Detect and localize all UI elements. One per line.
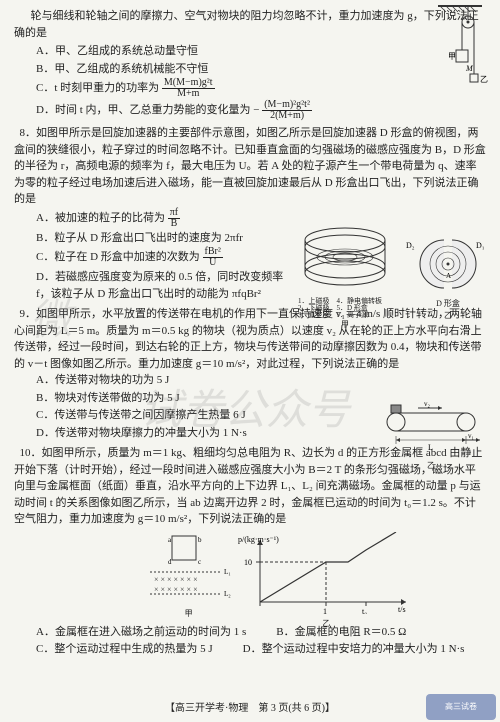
svg-text:v₂: v₂ [424,400,431,408]
q7-opt-c: C．t 时刻甲重力的功率为 M(M−m)g²tM+m [36,78,486,99]
svg-text:1: 1 [323,607,327,614]
q7-opt-a: A．甲、乙组成的系统总动量守恒 [36,43,486,60]
svg-text:10: 10 [244,558,252,567]
figure-cyclotron-3d: 1．上磁极 4．静电偏转板 2．下磁极 5．D 形盒 3．真空室 7．离子源 甲 [290,222,400,312]
corner-badge: 高三试卷 [426,694,496,720]
q8-opt-a: A．被加速的粒子的比荷为 πfB [36,208,294,229]
figure-frame: a b d c L₁ L₂ × × × × × × × × × × × × × … [144,532,234,612]
figure-pulley: 甲 M 乙 [428,2,488,92]
svg-text:L₁: L₁ [224,568,231,576]
figure-momentum-plot: p/(kg·m·s⁻¹) t/s 10 1 t₀ 乙 [236,532,416,622]
svg-text:D₂: D₂ [406,241,415,250]
q7-lead: 轮与细线和轮轴之间的摩擦力、空气对物块的阻力均忽略不计，重力加速度为 g，下列说… [14,8,486,41]
q9-opt-c: C．传送带与传送带之间因摩擦产生热量 6 J [36,407,334,424]
q8-opt-c: C．粒子在 D 形盒中加速的次数为 fBr²U [36,247,294,268]
q10-opt-d: D．整个运动过程中安培力的冲量大小为 1 N·s [243,641,465,658]
q7-options: A．甲、乙组成的系统总动量守恒 B．甲、乙组成的系统机械能不守恒 C．t 时刻甲… [14,43,486,121]
q8-head: 8．如图甲所示是回旋加速器的主要部件示意图，如图乙所示是回旋加速器 D 形盒的俯… [14,125,486,208]
figure-cyclotron-top: D₂ D₁ A D 形盒 乙 [404,230,492,308]
svg-text:甲: 甲 [448,52,456,61]
q8-opt-d: D．若磁感应强度变为原来的 0.5 倍，同时改变频率 f，该粒子从 D 形盒出口… [36,269,294,302]
q7-opt-b: B．甲、乙组成的系统机械能不守恒 [36,61,486,78]
svg-text:c: c [198,558,201,566]
figure-conveyor: v₂ v₁ L 乙 [376,400,486,470]
svg-text:b: b [198,536,202,544]
svg-text:v₁: v₁ [468,432,474,440]
q9-opt-d: D．传送带对物块摩擦力的冲量大小为 1 N·s [36,425,334,442]
svg-text:t/s: t/s [398,605,406,614]
q8-opt-b: B．粒子从 D 形盒出口飞出时的速度为 2πfr [36,230,294,247]
svg-text:L₂: L₂ [224,590,231,598]
q10-opt-a: A．金属框在进入磁场之前运动的时间为 1 s [36,624,246,641]
svg-text:× × × × × × ×: × × × × × × × [154,585,198,594]
svg-text:t₀: t₀ [362,607,367,614]
q10-opt-c: C．整个运动过程中生成的热量为 5 J [36,641,213,658]
q10-opt-b: B．金属框的电阻 R＝0.5 Ω [276,624,406,641]
svg-text:a: a [168,536,172,544]
page-footer: 【高三开学考·物理 第 3 页(共 6 页)】 [0,701,500,716]
q7-opt-d: D．时间 t 内，甲、乙总重力势能的变化量为 − (M−m)²g²t²2(M+m… [36,100,486,121]
svg-text:p/(kg·m·s⁻¹): p/(kg·m·s⁻¹) [238,535,279,544]
svg-text:× × × × × × ×: × × × × × × × [154,575,198,584]
svg-text:D₁: D₁ [476,241,485,250]
q10-figures: a b d c L₁ L₂ × × × × × × × × × × × × × … [74,532,486,622]
svg-text:A: A [446,272,451,280]
q9-opt-a: A．传送带对物块的功为 5 J [36,372,334,389]
q8-options: A．被加速的粒子的比荷为 πfB B．粒子从 D 形盒出口飞出时的速度为 2πf… [14,208,294,303]
svg-text:乙: 乙 [480,75,488,84]
svg-text:M: M [465,64,474,73]
q9-opt-b: B．物块对传送带做的功为 5 J [36,390,334,407]
q9-options: A．传送带对物块的功为 5 J B．物块对传送带做的功为 5 J C．传送带与传… [14,372,334,441]
svg-text:L: L [428,443,433,452]
svg-text:d: d [168,558,172,566]
